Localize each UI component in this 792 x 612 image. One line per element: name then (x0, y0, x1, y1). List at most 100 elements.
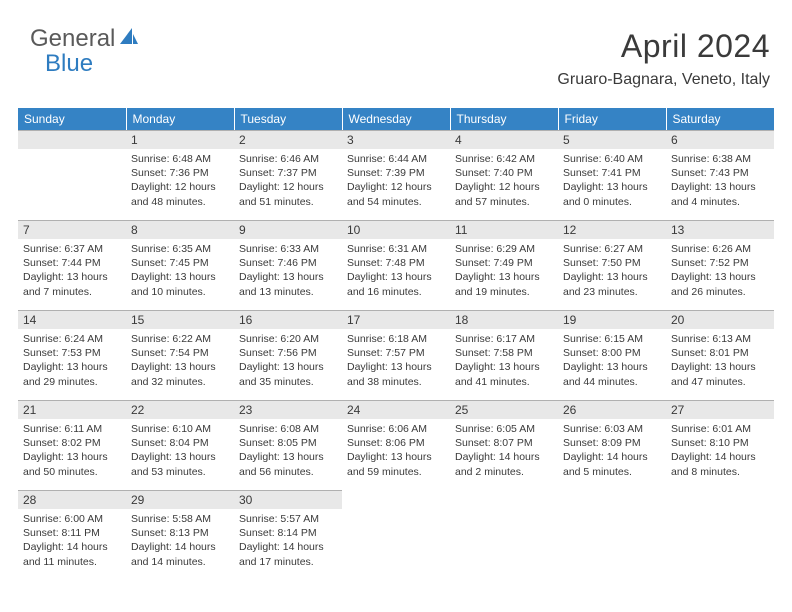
calendar-week-row: 28Sunrise: 6:00 AMSunset: 8:11 PMDayligh… (18, 490, 774, 580)
calendar-day-cell: 11Sunrise: 6:29 AMSunset: 7:49 PMDayligh… (450, 220, 558, 310)
calendar-day-cell: 19Sunrise: 6:15 AMSunset: 8:00 PMDayligh… (558, 310, 666, 400)
day-details: Sunrise: 6:18 AMSunset: 7:57 PMDaylight:… (342, 329, 450, 392)
calendar-week-row: 1Sunrise: 6:48 AMSunset: 7:36 PMDaylight… (18, 130, 774, 220)
calendar-day-cell: 9Sunrise: 6:33 AMSunset: 7:46 PMDaylight… (234, 220, 342, 310)
day-details: Sunrise: 6:33 AMSunset: 7:46 PMDaylight:… (234, 239, 342, 302)
calendar-week-row: 7Sunrise: 6:37 AMSunset: 7:44 PMDaylight… (18, 220, 774, 310)
calendar-day-cell: 4Sunrise: 6:42 AMSunset: 7:40 PMDaylight… (450, 130, 558, 220)
day-number: 4 (450, 130, 558, 149)
day-details: Sunrise: 6:15 AMSunset: 8:00 PMDaylight:… (558, 329, 666, 392)
day-number: 18 (450, 310, 558, 329)
calendar-day-cell: 25Sunrise: 6:05 AMSunset: 8:07 PMDayligh… (450, 400, 558, 490)
calendar-day-cell: 2Sunrise: 6:46 AMSunset: 7:37 PMDaylight… (234, 130, 342, 220)
day-details: Sunrise: 6:46 AMSunset: 7:37 PMDaylight:… (234, 149, 342, 212)
logo-sail-icon (118, 26, 140, 53)
day-number-empty (18, 130, 126, 149)
calendar-day-cell: 12Sunrise: 6:27 AMSunset: 7:50 PMDayligh… (558, 220, 666, 310)
calendar-day-cell: 21Sunrise: 6:11 AMSunset: 8:02 PMDayligh… (18, 400, 126, 490)
day-details: Sunrise: 5:58 AMSunset: 8:13 PMDaylight:… (126, 509, 234, 572)
calendar-day-cell: 28Sunrise: 6:00 AMSunset: 8:11 PMDayligh… (18, 490, 126, 580)
calendar-day-cell: 1Sunrise: 6:48 AMSunset: 7:36 PMDaylight… (126, 130, 234, 220)
calendar-day-cell: 14Sunrise: 6:24 AMSunset: 7:53 PMDayligh… (18, 310, 126, 400)
calendar-day-cell: 6Sunrise: 6:38 AMSunset: 7:43 PMDaylight… (666, 130, 774, 220)
day-number: 15 (126, 310, 234, 329)
day-number: 7 (18, 220, 126, 239)
calendar-day-cell (450, 490, 558, 580)
day-details: Sunrise: 6:38 AMSunset: 7:43 PMDaylight:… (666, 149, 774, 212)
day-number: 5 (558, 130, 666, 149)
weekday-header: Saturday (666, 108, 774, 130)
calendar-day-cell (666, 490, 774, 580)
day-details: Sunrise: 6:13 AMSunset: 8:01 PMDaylight:… (666, 329, 774, 392)
weekday-header: Tuesday (234, 108, 342, 130)
day-number: 12 (558, 220, 666, 239)
header-block: April 2024 Gruaro-Bagnara, Veneto, Italy (557, 28, 770, 89)
calendar-day-cell: 29Sunrise: 5:58 AMSunset: 8:13 PMDayligh… (126, 490, 234, 580)
day-number: 17 (342, 310, 450, 329)
day-details: Sunrise: 6:10 AMSunset: 8:04 PMDaylight:… (126, 419, 234, 482)
calendar-day-cell: 18Sunrise: 6:17 AMSunset: 7:58 PMDayligh… (450, 310, 558, 400)
day-details: Sunrise: 6:24 AMSunset: 7:53 PMDaylight:… (18, 329, 126, 392)
day-number: 11 (450, 220, 558, 239)
day-number: 30 (234, 490, 342, 509)
day-details: Sunrise: 6:05 AMSunset: 8:07 PMDaylight:… (450, 419, 558, 482)
day-number: 29 (126, 490, 234, 509)
day-number: 1 (126, 130, 234, 149)
calendar-week-row: 14Sunrise: 6:24 AMSunset: 7:53 PMDayligh… (18, 310, 774, 400)
logo: General (30, 25, 140, 53)
day-details: Sunrise: 6:01 AMSunset: 8:10 PMDaylight:… (666, 419, 774, 482)
day-details: Sunrise: 6:29 AMSunset: 7:49 PMDaylight:… (450, 239, 558, 302)
day-details: Sunrise: 6:20 AMSunset: 7:56 PMDaylight:… (234, 329, 342, 392)
day-number: 24 (342, 400, 450, 419)
day-details: Sunrise: 6:03 AMSunset: 8:09 PMDaylight:… (558, 419, 666, 482)
month-title: April 2024 (557, 28, 770, 65)
day-number: 10 (342, 220, 450, 239)
day-number: 3 (342, 130, 450, 149)
day-details: Sunrise: 6:26 AMSunset: 7:52 PMDaylight:… (666, 239, 774, 302)
day-details: Sunrise: 6:22 AMSunset: 7:54 PMDaylight:… (126, 329, 234, 392)
weekday-header: Wednesday (342, 108, 450, 130)
weekday-header: Thursday (450, 108, 558, 130)
calendar-day-cell (18, 130, 126, 220)
calendar-day-cell: 10Sunrise: 6:31 AMSunset: 7:48 PMDayligh… (342, 220, 450, 310)
day-number: 9 (234, 220, 342, 239)
calendar-day-cell: 5Sunrise: 6:40 AMSunset: 7:41 PMDaylight… (558, 130, 666, 220)
calendar-day-cell: 8Sunrise: 6:35 AMSunset: 7:45 PMDaylight… (126, 220, 234, 310)
calendar-day-cell: 30Sunrise: 5:57 AMSunset: 8:14 PMDayligh… (234, 490, 342, 580)
day-details: Sunrise: 6:44 AMSunset: 7:39 PMDaylight:… (342, 149, 450, 212)
calendar-day-cell (558, 490, 666, 580)
day-number: 2 (234, 130, 342, 149)
weekday-header-row: SundayMondayTuesdayWednesdayThursdayFrid… (18, 108, 774, 130)
day-number: 19 (558, 310, 666, 329)
calendar-day-cell: 20Sunrise: 6:13 AMSunset: 8:01 PMDayligh… (666, 310, 774, 400)
day-number: 6 (666, 130, 774, 149)
calendar-day-cell: 3Sunrise: 6:44 AMSunset: 7:39 PMDaylight… (342, 130, 450, 220)
location-subtitle: Gruaro-Bagnara, Veneto, Italy (557, 71, 770, 89)
calendar-day-cell: 27Sunrise: 6:01 AMSunset: 8:10 PMDayligh… (666, 400, 774, 490)
calendar-day-cell: 15Sunrise: 6:22 AMSunset: 7:54 PMDayligh… (126, 310, 234, 400)
calendar-day-cell: 7Sunrise: 6:37 AMSunset: 7:44 PMDaylight… (18, 220, 126, 310)
day-number: 14 (18, 310, 126, 329)
day-number: 25 (450, 400, 558, 419)
day-details: Sunrise: 6:11 AMSunset: 8:02 PMDaylight:… (18, 419, 126, 482)
calendar-day-cell: 22Sunrise: 6:10 AMSunset: 8:04 PMDayligh… (126, 400, 234, 490)
calendar-day-cell: 24Sunrise: 6:06 AMSunset: 8:06 PMDayligh… (342, 400, 450, 490)
logo-text-blue-wrap: Blue (45, 50, 93, 78)
day-details: Sunrise: 6:00 AMSunset: 8:11 PMDaylight:… (18, 509, 126, 572)
calendar-day-cell: 26Sunrise: 6:03 AMSunset: 8:09 PMDayligh… (558, 400, 666, 490)
day-number: 21 (18, 400, 126, 419)
calendar-body: 1Sunrise: 6:48 AMSunset: 7:36 PMDaylight… (18, 130, 774, 580)
calendar-day-cell (342, 490, 450, 580)
logo-text-blue: Blue (45, 50, 93, 77)
day-number: 20 (666, 310, 774, 329)
day-details: Sunrise: 6:27 AMSunset: 7:50 PMDaylight:… (558, 239, 666, 302)
day-details: Sunrise: 6:06 AMSunset: 8:06 PMDaylight:… (342, 419, 450, 482)
day-number: 13 (666, 220, 774, 239)
calendar-day-cell: 13Sunrise: 6:26 AMSunset: 7:52 PMDayligh… (666, 220, 774, 310)
day-details: Sunrise: 6:31 AMSunset: 7:48 PMDaylight:… (342, 239, 450, 302)
day-details: Sunrise: 6:17 AMSunset: 7:58 PMDaylight:… (450, 329, 558, 392)
day-number: 27 (666, 400, 774, 419)
day-details: Sunrise: 6:08 AMSunset: 8:05 PMDaylight:… (234, 419, 342, 482)
day-details: Sunrise: 6:40 AMSunset: 7:41 PMDaylight:… (558, 149, 666, 212)
logo-text-general: General (30, 25, 115, 53)
